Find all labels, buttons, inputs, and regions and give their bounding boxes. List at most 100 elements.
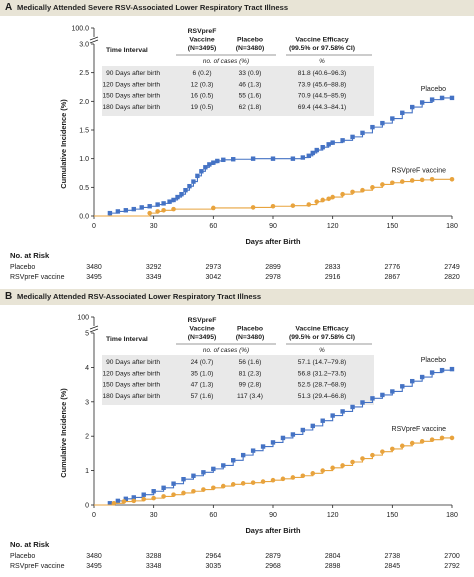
at-risk-value: 2968 [265, 563, 281, 570]
at-risk-value: 3480 [86, 553, 102, 560]
data-point-vaccine [429, 437, 435, 442]
table-header-efficacy: (99.5% or 97.58% CI) [289, 45, 355, 52]
table-cell-placebo: 99 (2.8) [239, 382, 262, 389]
table-cell-vaccine: 19 (0.5) [191, 104, 214, 111]
data-point-placebo [370, 124, 375, 130]
data-point-placebo [350, 134, 355, 140]
table-cell-interval: 150 Days after birth [102, 382, 160, 389]
data-point-vaccine [151, 495, 156, 501]
data-point-placebo [183, 188, 188, 193]
at-risk-value: 3348 [146, 563, 162, 570]
data-point-placebo [410, 104, 415, 110]
at-risk-value: 3480 [86, 264, 102, 271]
data-point-placebo [231, 458, 236, 463]
data-point-placebo [211, 160, 216, 165]
panel-a-chart: 100.0 0.0 0.5 1.0 1.5 2.0 2.5 3.0 0 30 60 90 120 150 1… [10, 26, 460, 282]
data-point-placebo [390, 116, 395, 121]
table-cell-interval: 120 Days after birth [102, 370, 160, 377]
table-background [102, 66, 374, 116]
table-header-interval: Time Interval [106, 47, 148, 54]
x-axis-label: Days after Birth [245, 237, 301, 246]
table-cell-interval: 180 Days after birth [102, 104, 160, 111]
panel-a-title: Medically Attended Severe RSV-Associated… [17, 3, 289, 12]
table-background [102, 355, 374, 405]
data-point-placebo [370, 396, 375, 401]
table-header-vaccine: Vaccine [189, 326, 215, 333]
at-risk-label: Placebo [10, 264, 35, 271]
data-point-placebo [215, 158, 220, 164]
data-point-vaccine [330, 194, 335, 200]
y-tick-label: 2 [85, 434, 89, 441]
at-risk-value: 3042 [206, 274, 222, 281]
data-point-vaccine [211, 205, 216, 211]
panel-a-header: A Medically Attended Severe RSV-Associat… [0, 0, 474, 16]
series-line [94, 178, 452, 217]
data-point-placebo [151, 489, 156, 494]
data-point-placebo [340, 409, 345, 414]
data-point-placebo [115, 209, 121, 214]
table-cell-placebo: 117 (3.4) [237, 393, 263, 400]
table-cell-vaccine: 6 (0.2) [192, 70, 211, 77]
data-point-vaccine [390, 180, 395, 186]
table-header-vaccine: Vaccine [189, 37, 215, 44]
data-point-vaccine [380, 182, 385, 187]
data-point-vaccine [111, 500, 117, 506]
data-point-placebo [380, 120, 385, 126]
data-point-placebo [221, 463, 226, 468]
data-point-vaccine [370, 185, 375, 190]
data-point-placebo [201, 470, 206, 475]
data-point-vaccine [270, 203, 276, 209]
data-point-vaccine [449, 435, 455, 441]
data-point-vaccine [161, 494, 166, 499]
data-point-vaccine [211, 485, 216, 491]
data-point-placebo [340, 138, 345, 143]
table-cell-interval: 150 Days after birth [102, 93, 160, 100]
data-point-vaccine [350, 459, 355, 465]
table-cell-efficacy: 56.8 (31.2–73.5) [298, 370, 346, 377]
table-cell-interval: 120 Days after birth [102, 81, 160, 88]
table-cell-efficacy: 73.9 (45.6–88.8) [298, 81, 346, 88]
table-subheader-cases: no. of cases (%) [203, 347, 249, 354]
at-risk-value: 3035 [206, 563, 222, 570]
data-point-vaccine [290, 475, 296, 480]
data-point-vaccine [340, 463, 345, 468]
table-cell-vaccine: 47 (1.3) [191, 382, 214, 389]
data-point-placebo [115, 498, 121, 504]
data-point-vaccine [439, 435, 445, 441]
data-point-vaccine [399, 179, 405, 184]
data-point-placebo [290, 432, 296, 437]
table-cell-efficacy: 51.3 (29.4–66.8) [298, 393, 346, 400]
data-point-placebo [167, 199, 172, 204]
data-point-placebo [429, 370, 435, 375]
data-point-placebo [147, 204, 152, 209]
data-point-placebo [330, 140, 335, 145]
at-risk-label: RSVpreF vaccine [10, 274, 65, 281]
data-point-vaccine [330, 465, 335, 471]
data-point-placebo [439, 95, 445, 101]
x-tick-label: 180 [446, 223, 458, 230]
data-point-placebo [187, 183, 192, 189]
x-tick-label: 120 [327, 512, 339, 519]
data-point-vaccine [409, 178, 415, 183]
data-point-placebo [179, 192, 184, 197]
data-point-placebo [410, 378, 415, 384]
data-point-vaccine [141, 496, 147, 502]
y-tick-label: 3.0 [79, 42, 89, 49]
data-point-placebo [171, 481, 176, 486]
at-risk-value: 3288 [146, 553, 162, 560]
series-placebo [94, 95, 455, 217]
data-point-placebo [300, 427, 306, 433]
at-risk-label: Placebo [10, 553, 35, 560]
data-point-placebo [199, 169, 204, 174]
curve-label-vaccine: RSVpreF vaccine [392, 426, 447, 433]
data-point-placebo [191, 473, 196, 478]
y-tick-label: 5 [85, 331, 89, 338]
data-point-placebo [195, 173, 200, 179]
data-point-placebo [320, 418, 325, 423]
data-point-vaccine [419, 177, 425, 183]
at-risk-value: 2867 [385, 274, 401, 281]
y-tick-label: 4 [85, 365, 89, 372]
data-point-vaccine [429, 177, 435, 182]
data-point-placebo [207, 162, 212, 167]
data-point-vaccine [320, 468, 326, 473]
